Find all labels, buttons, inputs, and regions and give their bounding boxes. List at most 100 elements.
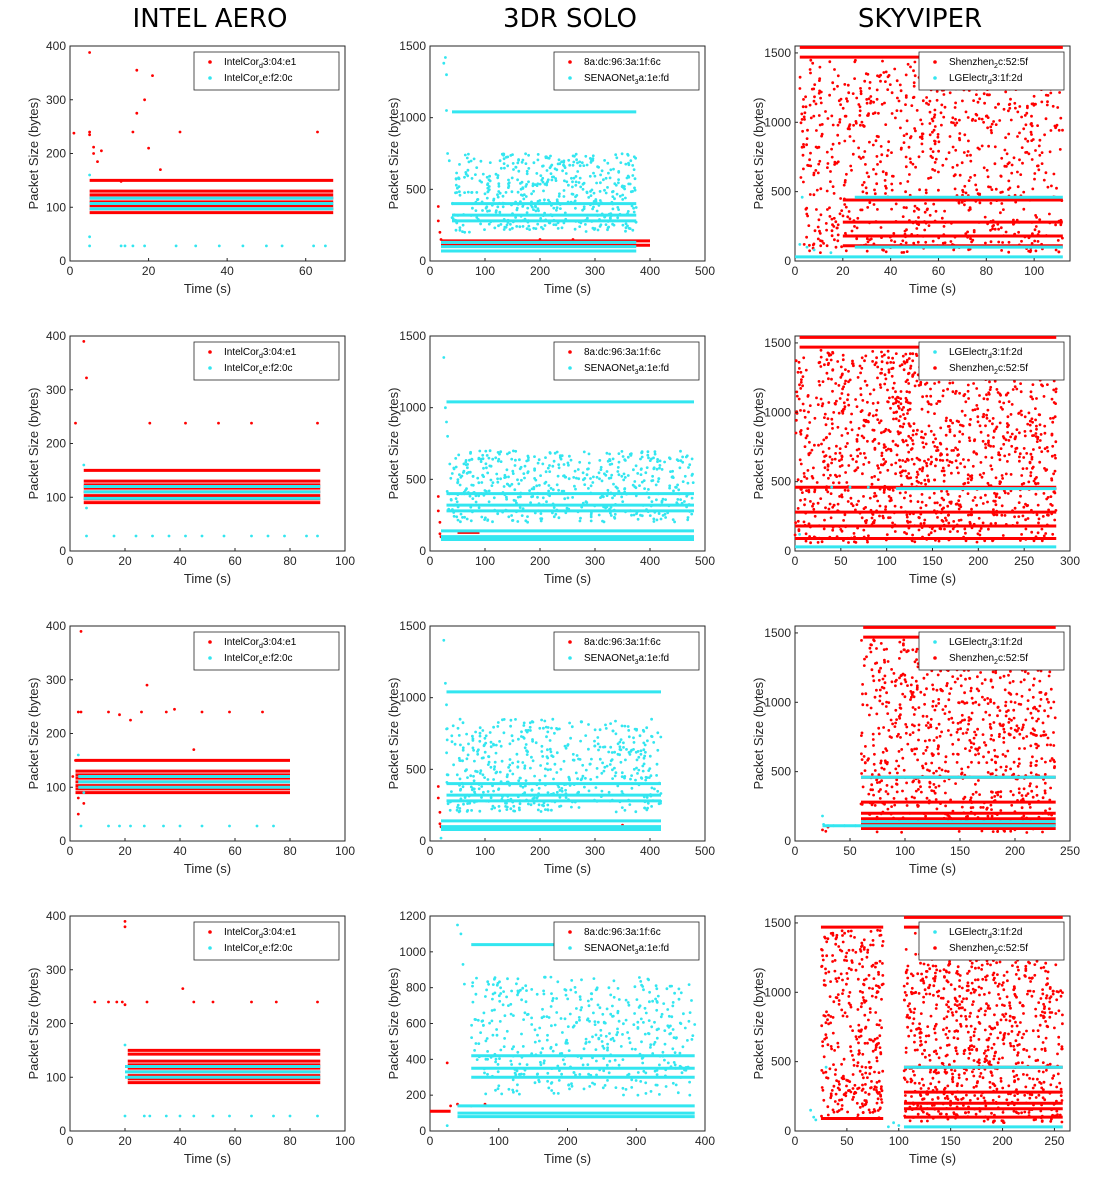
data-point [929, 531, 933, 535]
data-point [958, 118, 961, 122]
data-point [456, 480, 460, 484]
data-point [1006, 162, 1010, 166]
data-point [514, 216, 517, 219]
data-point [908, 733, 912, 737]
data-point [639, 468, 643, 471]
data-point [550, 726, 553, 730]
data-point [887, 729, 891, 732]
data-point [589, 190, 592, 193]
data-point [819, 355, 823, 359]
data-point [873, 188, 876, 192]
data-point [1000, 249, 1003, 252]
data-point [532, 208, 535, 212]
data-point [482, 790, 485, 794]
data-point [887, 428, 891, 432]
data-point [844, 233, 848, 237]
data-point [926, 410, 930, 414]
data-point [449, 800, 452, 804]
data-point [831, 123, 835, 127]
data-point [939, 426, 943, 430]
data-point [817, 524, 821, 527]
data-point [913, 752, 917, 756]
data-point [946, 504, 950, 508]
data-point [1051, 420, 1055, 424]
data-point [1060, 199, 1064, 203]
data-point [633, 480, 637, 483]
data-point [965, 154, 969, 157]
x-axis-label: Time (s) [544, 571, 591, 586]
data-point [915, 432, 918, 436]
data-point [942, 479, 946, 483]
data-point [795, 390, 799, 394]
data-point [513, 809, 517, 813]
data-point [910, 447, 914, 450]
data-point [609, 491, 613, 495]
data-point [512, 168, 515, 171]
data-point [902, 638, 906, 642]
data-point [1027, 249, 1031, 253]
data-point [839, 197, 842, 200]
data-point [456, 726, 460, 730]
data-point [1043, 447, 1047, 450]
data-point [484, 799, 488, 803]
data-point [1007, 109, 1010, 113]
data-point [863, 769, 867, 772]
data-point [905, 804, 909, 807]
data-point [862, 181, 866, 184]
data-point [911, 691, 915, 694]
data-point [646, 806, 649, 810]
data-point [546, 791, 550, 794]
data-point [917, 516, 921, 519]
data-point [804, 368, 808, 372]
data-point [888, 499, 892, 503]
data-point [925, 394, 929, 398]
data-point [904, 469, 907, 473]
y-axis-label: Packet Size (bytes) [26, 388, 41, 500]
data-point [954, 392, 957, 395]
data-point [1037, 144, 1041, 148]
data-point [997, 102, 1000, 106]
data-point [799, 524, 802, 528]
data-point [609, 722, 612, 725]
data-point [549, 154, 552, 158]
data-point [977, 703, 981, 707]
data-point [510, 734, 514, 738]
data-point [600, 212, 604, 216]
data-point [875, 408, 879, 412]
data-point [979, 496, 983, 500]
data-point [981, 826, 985, 830]
data-point [801, 402, 805, 406]
data-point [990, 122, 994, 126]
data-point [984, 424, 987, 428]
data-point [552, 506, 556, 509]
data-point [563, 211, 567, 215]
data-point [850, 229, 854, 233]
y-tick-label: 400 [46, 329, 66, 343]
data-point [923, 220, 926, 223]
data-point [885, 154, 889, 158]
data-point [861, 785, 865, 789]
data-point [589, 203, 592, 207]
data-point [552, 223, 556, 227]
data-point [1009, 435, 1012, 439]
data-point [200, 534, 204, 538]
data-point [904, 380, 908, 383]
data-point [910, 104, 914, 107]
data-point [478, 734, 482, 738]
data-point [826, 162, 830, 165]
data-point [896, 96, 899, 100]
data-point [1020, 694, 1024, 698]
data-point [612, 482, 615, 486]
data-point [546, 803, 550, 807]
data-point [882, 457, 885, 461]
data-point [860, 752, 863, 756]
data-point [933, 412, 936, 415]
data-point [832, 503, 836, 507]
data-point [900, 827, 904, 830]
data-point [620, 474, 624, 478]
data-point [266, 534, 270, 538]
data-point [934, 209, 938, 213]
data-point [469, 159, 473, 163]
